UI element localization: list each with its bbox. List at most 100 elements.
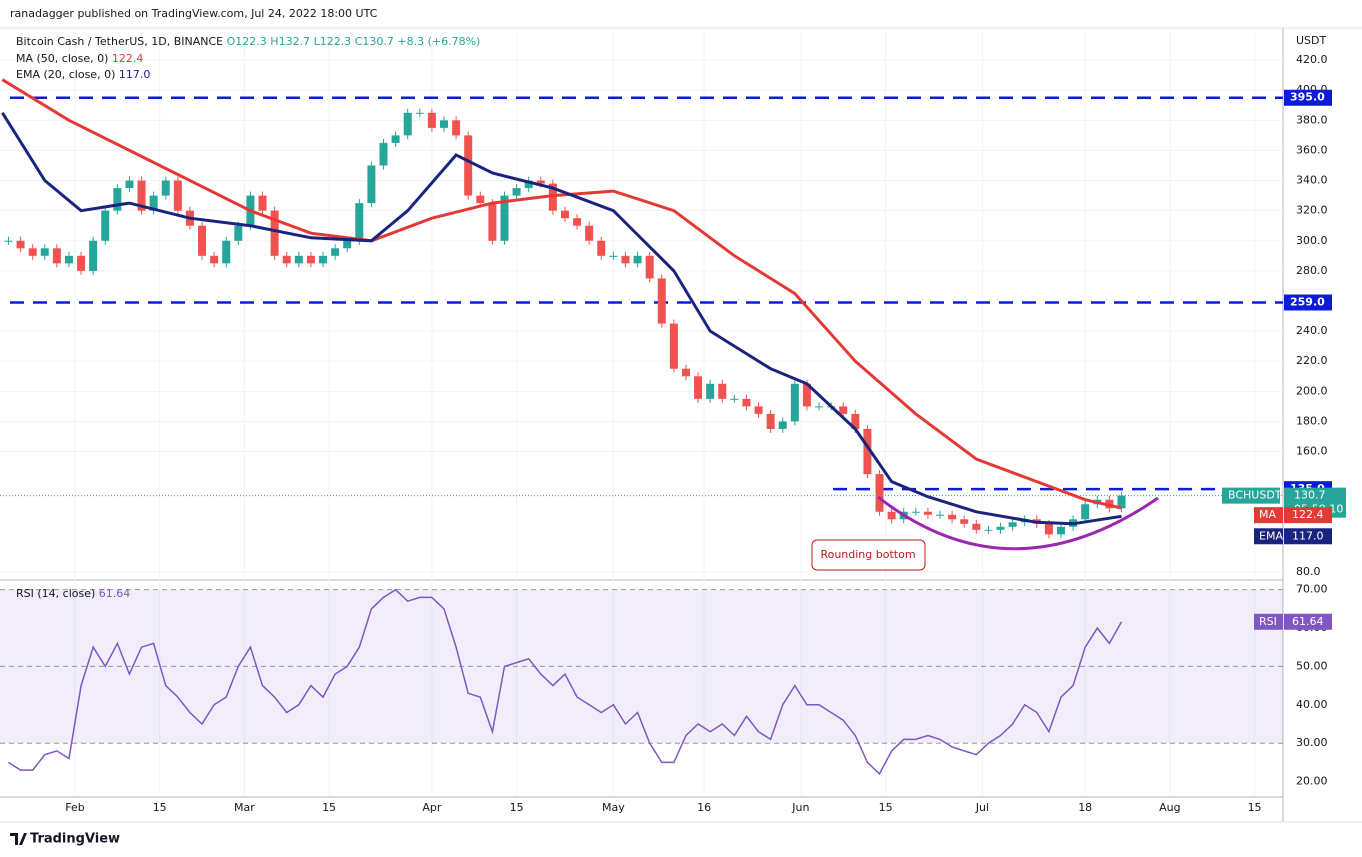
candle xyxy=(125,180,134,189)
candle xyxy=(706,383,715,399)
candle xyxy=(234,225,243,241)
candle xyxy=(923,511,932,515)
rounding-arc xyxy=(877,495,1159,551)
y-tick-label: 180.0 xyxy=(1296,414,1328,427)
annotation: Rounding bottom xyxy=(820,548,915,561)
legend-text: 61.64 xyxy=(99,587,131,600)
ma-tag xyxy=(1254,507,1283,524)
candle xyxy=(815,406,824,408)
y-tick-label: 220.0 xyxy=(1296,354,1328,367)
header: ranadagger published on TradingView.com,… xyxy=(10,7,378,20)
candle xyxy=(1117,495,1126,509)
candle xyxy=(839,406,848,414)
y-tick-label: 200.0 xyxy=(1296,384,1328,397)
logo xyxy=(10,833,27,845)
y-tick-label: 360.0 xyxy=(1296,143,1328,156)
legend-text: L122.3 xyxy=(314,35,352,48)
symbol-label: BCHUSDT xyxy=(1228,489,1282,502)
candle xyxy=(718,383,727,399)
x-tick-label: Aug xyxy=(1159,801,1180,814)
rsi-tag xyxy=(1284,613,1332,630)
y-tick-label: 300.0 xyxy=(1296,234,1328,247)
rsi-tag xyxy=(1254,613,1283,630)
candle xyxy=(1044,523,1053,535)
x-tick-label: 15 xyxy=(510,801,524,814)
candle xyxy=(64,255,73,264)
ma-tag xyxy=(1284,507,1332,524)
candle xyxy=(403,112,412,136)
x-tick-label: 16 xyxy=(697,801,711,814)
rsi-legend: RSI (14, close) 61.64 xyxy=(16,587,130,600)
level-box xyxy=(1284,89,1332,106)
candle xyxy=(464,135,473,196)
rsi-tick-label: 40.00 xyxy=(1296,698,1328,711)
x-tick-label: May xyxy=(602,801,625,814)
candle xyxy=(379,142,388,166)
candle xyxy=(536,180,545,184)
x-tick-label: 18 xyxy=(1078,801,1092,814)
candle xyxy=(488,203,497,241)
ema-tag-value: 117.0 xyxy=(1292,529,1324,542)
candle xyxy=(331,248,340,256)
x-tick-label: 15 xyxy=(1248,801,1262,814)
candle xyxy=(270,210,279,256)
candle xyxy=(282,255,291,264)
candle xyxy=(911,511,920,513)
candle xyxy=(355,203,364,241)
candle xyxy=(524,180,533,189)
level-box xyxy=(1284,294,1332,311)
candle xyxy=(452,120,461,136)
candle xyxy=(415,112,424,114)
ema-tag xyxy=(1284,528,1332,545)
legend-text: 117.0 xyxy=(119,68,151,81)
candle xyxy=(730,398,739,400)
candle xyxy=(137,180,146,211)
candle xyxy=(657,278,666,324)
candle xyxy=(319,255,328,264)
y-tick-label: 320.0 xyxy=(1296,204,1328,217)
candle xyxy=(427,112,436,128)
x-tick-label: 15 xyxy=(153,801,167,814)
level-label: 395.0 xyxy=(1290,91,1325,104)
candle xyxy=(161,180,170,196)
candle xyxy=(113,188,122,211)
candle xyxy=(778,421,787,429)
candle xyxy=(52,248,61,264)
candle xyxy=(210,255,219,264)
ma-legend: MA (50, close, 0) 122.4 xyxy=(16,52,143,65)
x-tick-label: Apr xyxy=(422,801,442,814)
legend-text: MA (50, close, 0) xyxy=(16,52,108,65)
candle xyxy=(802,383,811,407)
price-label: 130.7 xyxy=(1294,489,1326,502)
candle xyxy=(101,210,110,241)
candle xyxy=(173,180,182,211)
candle xyxy=(984,529,993,531)
candle xyxy=(1081,504,1090,520)
currency: USDT xyxy=(1296,34,1327,47)
candle xyxy=(222,240,231,264)
ema-line xyxy=(1,112,1122,526)
candle xyxy=(294,255,303,264)
candle xyxy=(948,514,957,520)
candle xyxy=(40,248,49,256)
candle xyxy=(1008,522,1017,527)
level-label: 259.0 xyxy=(1290,295,1325,308)
ema-tag xyxy=(1254,528,1283,545)
candle xyxy=(585,225,594,241)
ma-tag-value: 122.4 xyxy=(1292,508,1324,521)
candle xyxy=(681,368,690,377)
y-tick-label: 160.0 xyxy=(1296,445,1328,458)
candle xyxy=(476,195,485,204)
candle xyxy=(887,511,896,520)
candle xyxy=(560,210,569,219)
candle xyxy=(258,195,267,211)
rsi-tick-label: 20.00 xyxy=(1296,775,1328,788)
watermark: TradingView xyxy=(30,832,120,847)
y-tick-label: 240.0 xyxy=(1296,324,1328,337)
rsi-line xyxy=(8,588,1123,776)
x-tick-label: Jun xyxy=(791,801,809,814)
candle xyxy=(343,240,352,249)
x-tick-label: Feb xyxy=(65,801,84,814)
candle xyxy=(597,240,606,256)
candle xyxy=(742,398,751,407)
